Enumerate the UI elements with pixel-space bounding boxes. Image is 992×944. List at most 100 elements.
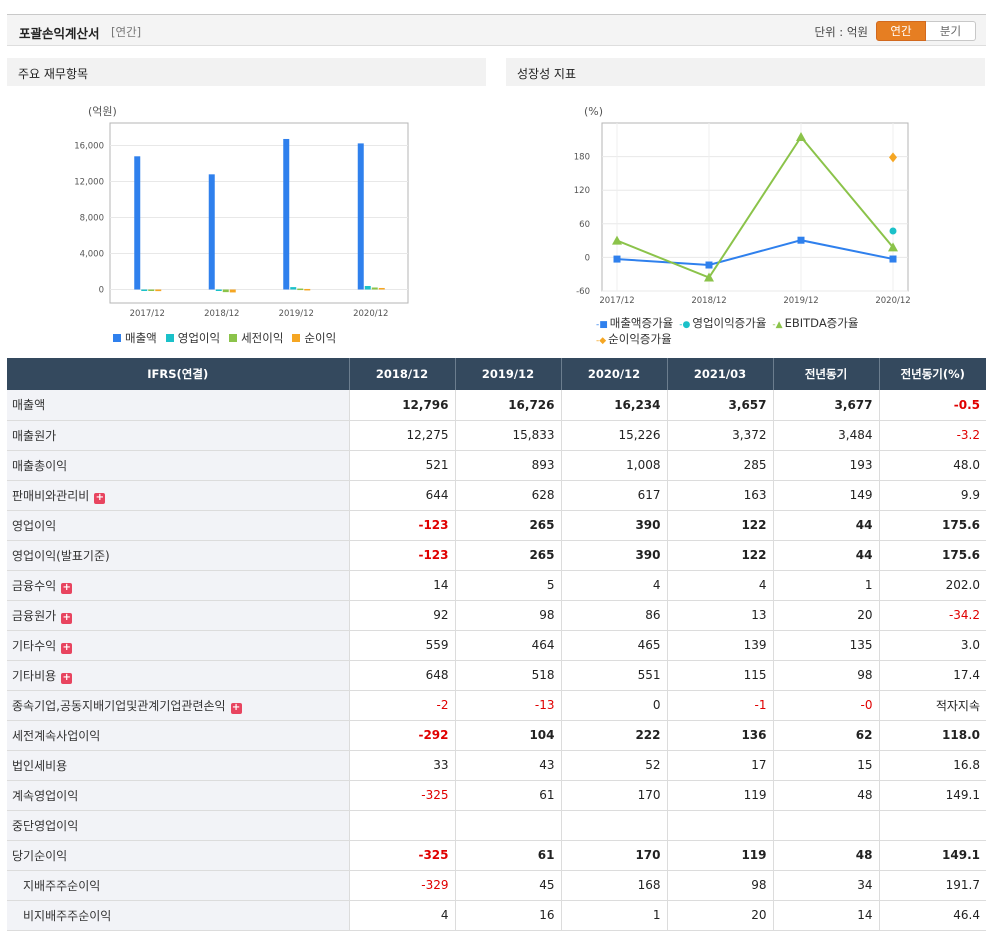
point-1 [797, 236, 805, 244]
table-cell: 139 [666, 630, 773, 661]
table-cell: 175.6 [878, 510, 986, 541]
table-row: 지배주주순이익 -329 45 168 98 34 191.7 [7, 870, 986, 901]
table-cell [348, 810, 455, 841]
table-cell: 202.0 [878, 570, 986, 601]
row-label: 영업이익 [7, 510, 349, 541]
x-tick-label: 2017/12 [130, 309, 165, 319]
expand-icon[interactable]: + [230, 701, 242, 714]
table-cell: 45 [454, 870, 561, 901]
row-label: 매출원가 [7, 420, 349, 451]
row-label-text: 지배주주순이익 [23, 878, 101, 893]
table-cell: 9.9 [878, 480, 986, 511]
row-label-text: 금융수익 [12, 578, 57, 593]
y-tick-label: 60 [579, 220, 590, 230]
bar-4 [378, 287, 385, 290]
row-label: 기타비용 + [7, 660, 349, 691]
legend-label: 세전이익 [241, 331, 284, 345]
bar-2 [215, 289, 222, 291]
table-cell: 15 [772, 750, 879, 781]
table-cell: -0.5 [878, 390, 986, 421]
x-tick-label: 2017/12 [599, 296, 634, 306]
column-header-period: 2021/03 [666, 358, 773, 390]
table-cell: 1 [560, 900, 667, 931]
table-cell: 61 [454, 840, 561, 871]
legend-label: 순이익 [304, 331, 337, 345]
legend-item: 영업이익 [165, 330, 221, 346]
quarter-tab[interactable]: 분기 [926, 21, 976, 41]
statement-title: 포괄손익계산서 [19, 26, 100, 41]
expand-icon[interactable]: + [61, 671, 73, 684]
table-cell: 48 [772, 780, 879, 811]
table-cell: 175.6 [878, 540, 986, 571]
table-cell: 521 [348, 450, 455, 481]
row-label: 판매비와관리비 + [7, 480, 349, 511]
expand-icon[interactable]: + [61, 611, 73, 624]
table-cell: 12,275 [348, 420, 455, 451]
row-label: 매출액 [7, 390, 349, 421]
point-1 [613, 255, 621, 263]
table-cell: 14 [348, 570, 455, 601]
expand-icon[interactable]: + [61, 641, 73, 654]
bar-1 [134, 156, 141, 290]
table-cell: 98 [454, 600, 561, 631]
table-cell: 191.7 [878, 870, 986, 901]
bar-4 [155, 289, 162, 292]
column-header-item: IFRS(연결) [7, 358, 349, 390]
table-cell: 61 [454, 780, 561, 811]
row-label: 지배주주순이익 [7, 870, 349, 901]
legend-item: -◆ 순이익증가율 [596, 332, 672, 348]
table-cell: -292 [348, 720, 455, 751]
table-cell: 16.8 [878, 750, 986, 781]
legend-item: 매출액 [113, 330, 157, 346]
x-tick-label: 2019/12 [783, 296, 818, 306]
bar-1 [208, 174, 215, 290]
bar-3 [222, 289, 229, 293]
legend-label: 매출액증가율 [609, 316, 674, 330]
row-label-text: 매출액 [12, 398, 46, 413]
table-cell [454, 810, 561, 841]
legend-item: -▲ EBITDA증가율 [772, 316, 858, 332]
table-row: 계속영업이익 -325 61 170 119 48 149.1 [7, 780, 986, 811]
line-chart-svg: (%) -60 0 60 120 180 2017/12 2018/12 2019/12 2020… [574, 105, 911, 306]
table-header-row: IFRS(연결) 2018/12 2019/12 2020/12 2021/03 전년동기… [7, 358, 986, 390]
table-row: 기타비용 +648 518 551 115 98 17.4 [7, 660, 986, 691]
row-label: 세전계속사업이익 [7, 720, 349, 751]
table-row: 매출액 12,796 16,726 16,234 3,657 3,677 -0.5 [7, 390, 986, 421]
row-label-text: 법인세비용 [12, 758, 68, 773]
table-cell [878, 810, 986, 841]
bar-2 [141, 289, 148, 291]
point-2 [889, 227, 897, 235]
row-label: 기타수익 + [7, 630, 349, 661]
table-cell: -0 [772, 690, 879, 721]
expand-icon[interactable]: + [61, 581, 73, 594]
legend-label: EBITDA증가율 [784, 316, 859, 330]
bar-3 [371, 287, 378, 290]
financial-bar-chart: (억원) 0 4,000 8,000 12,000 16,000 2017/12 2018/1… [40, 95, 440, 320]
table-cell: 16 [454, 900, 561, 931]
table-cell: 16,234 [560, 390, 667, 421]
table-cell: 4 [560, 570, 667, 601]
table-cell: -123 [348, 540, 455, 571]
legend-label: 영업이익 [177, 331, 221, 345]
table-cell: 149.1 [878, 840, 986, 871]
period-tag: [연간] [111, 25, 142, 39]
y-tick-label: 4,000 [80, 250, 104, 260]
point-1 [889, 255, 897, 263]
row-label-text: 매출원가 [12, 428, 57, 443]
column-header-period: 2019/12 [454, 358, 561, 390]
row-label: 종속기업,공동지배기업및관계기업관련손익 + [7, 690, 349, 721]
legend-swatch [113, 334, 121, 342]
expand-icon[interactable]: + [94, 491, 106, 504]
annual-tab[interactable]: 연간 [876, 21, 926, 41]
y-tick-label: 120 [574, 186, 590, 196]
x-tick-label: 2018/12 [691, 296, 726, 306]
table-cell: 52 [560, 750, 667, 781]
table-cell: -325 [348, 780, 455, 811]
table-cell: -2 [348, 690, 455, 721]
table-cell: 15,833 [454, 420, 561, 451]
table-cell: 390 [560, 510, 667, 541]
table-cell: 265 [454, 540, 561, 571]
table-row: 기타수익 +559 464 465 139 135 3.0 [7, 630, 986, 661]
table-cell: 265 [454, 510, 561, 541]
table-cell: 3,372 [666, 420, 773, 451]
